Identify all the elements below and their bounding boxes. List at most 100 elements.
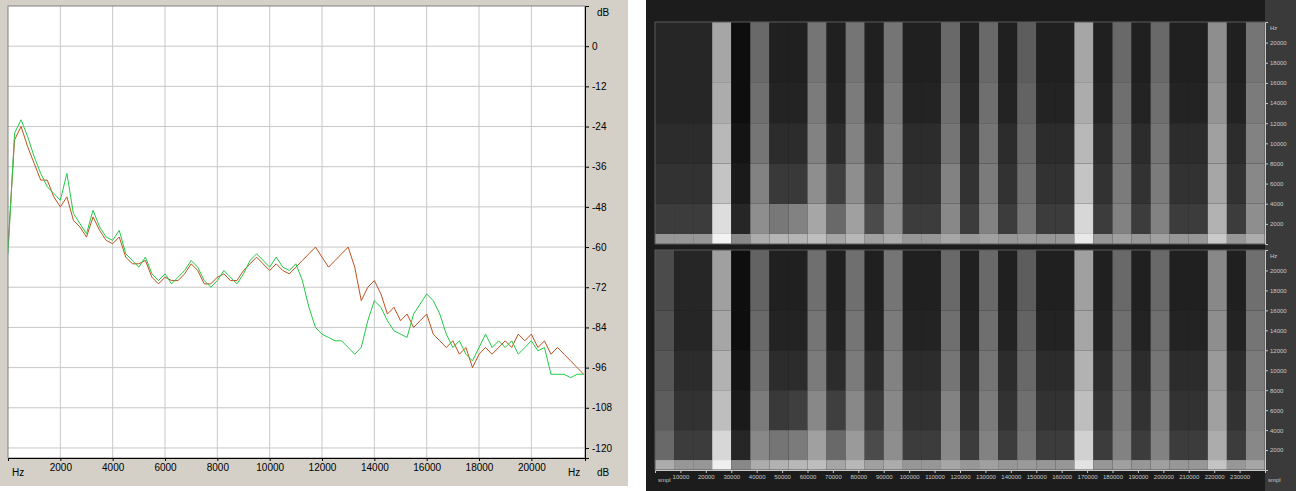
x-axis-tick-label: 8000 bbox=[207, 462, 230, 473]
heatmap-cell bbox=[827, 83, 846, 123]
heatmap-cell bbox=[1055, 22, 1074, 83]
heatmap-cell bbox=[788, 163, 807, 203]
heatmap-cell bbox=[1017, 430, 1036, 460]
x-axis-tick-label: 6000 bbox=[154, 462, 177, 473]
grid-line-x bbox=[531, 6, 532, 458]
y-axis-tick: 10000 bbox=[1265, 141, 1287, 147]
x-axis-tick: 180000 bbox=[1103, 470, 1124, 480]
heatmap-cell bbox=[788, 310, 807, 350]
heatmap-cell bbox=[731, 460, 750, 470]
spectrogram-background bbox=[646, 0, 1296, 491]
y-axis-tick: 18000 bbox=[1265, 60, 1287, 66]
y-axis-tick-mark bbox=[1265, 43, 1268, 44]
heatmap-cell bbox=[1036, 83, 1055, 123]
x-axis-tick: 40000 bbox=[749, 470, 766, 480]
heatmap-cell bbox=[788, 250, 807, 310]
y-axis-tick-mark bbox=[1265, 370, 1268, 371]
y-axis-tick: 4000 bbox=[1265, 201, 1284, 207]
heatmap-cell bbox=[1113, 83, 1132, 123]
heatmap-cell bbox=[788, 83, 807, 123]
heatmap-cell bbox=[979, 123, 998, 163]
x-axis-tick-mark bbox=[374, 458, 375, 461]
y-axis-tick: 10000 bbox=[1265, 368, 1287, 374]
heatmap-cell bbox=[1227, 390, 1246, 430]
heatmap-cell bbox=[922, 163, 941, 203]
heatmap-cell bbox=[808, 350, 827, 390]
y-axis-tick-mark bbox=[585, 368, 589, 369]
heatmap-cell bbox=[1036, 310, 1055, 350]
heatmap-cell bbox=[1055, 430, 1074, 460]
y-axis-tick: 2000 bbox=[1265, 447, 1284, 453]
heatmap-cell bbox=[884, 204, 903, 234]
heatmap-cell bbox=[1074, 390, 1093, 430]
x-axis-tick: 210000 bbox=[1179, 470, 1200, 480]
heatmap-cell bbox=[865, 123, 884, 163]
x-axis-tick-label: 190000 bbox=[1128, 474, 1149, 480]
x-axis-tick-label: 12000 bbox=[309, 462, 337, 473]
heatmap-cell bbox=[903, 83, 922, 123]
heatmap-cell bbox=[1132, 430, 1151, 460]
heatmap-cell bbox=[1151, 83, 1170, 123]
heatmap-cell bbox=[979, 163, 998, 203]
heatmap-cell bbox=[674, 350, 693, 390]
heatmap-cell bbox=[960, 430, 979, 460]
x-axis-tick-label: 140000 bbox=[1001, 474, 1022, 480]
x-axis-tick: 200000 bbox=[1154, 470, 1175, 480]
heatmap-cell bbox=[960, 163, 979, 203]
spectrogram-panel: 2000400060008000100001200014000160001800… bbox=[646, 0, 1296, 491]
heatmap-cell bbox=[960, 460, 979, 470]
y-axis-tick-label: -84 bbox=[592, 322, 607, 333]
y-axis-tick-label: -36 bbox=[592, 161, 607, 172]
heatmap-cell bbox=[1151, 430, 1170, 460]
heatmap-cell bbox=[655, 234, 674, 244]
heatmap-cell bbox=[750, 22, 769, 83]
x-axis-tick: 160000 bbox=[1052, 470, 1073, 480]
heatmap-cell bbox=[750, 163, 769, 203]
y-axis-tick-mark bbox=[585, 448, 589, 449]
x-axis-tick-mark bbox=[1138, 470, 1139, 473]
heatmap-cell bbox=[1074, 250, 1093, 310]
heatmap-cell bbox=[1170, 460, 1189, 470]
heatmap-cell bbox=[884, 123, 903, 163]
heatmap-cell bbox=[1227, 234, 1246, 244]
heatmap-cell bbox=[903, 123, 922, 163]
x-axis-tick-label: 160000 bbox=[1052, 474, 1073, 480]
y-axis-tick: 6000 bbox=[1265, 408, 1284, 414]
x-axis-tick: 150000 bbox=[1027, 470, 1048, 480]
heatmap-cell bbox=[808, 250, 827, 310]
y-axis-tick: 2000 bbox=[1265, 221, 1284, 227]
y-axis-tick-label: 14000 bbox=[1270, 100, 1287, 106]
heatmap-cell bbox=[1227, 250, 1246, 310]
x-axis-tick: 80000 bbox=[850, 470, 867, 480]
heatmap-cell bbox=[998, 204, 1017, 234]
heatmap-cell bbox=[1189, 250, 1208, 310]
heatmap-cell bbox=[1074, 234, 1093, 244]
heatmap-cell bbox=[998, 22, 1017, 83]
x-axis-line bbox=[9, 459, 586, 462]
heatmap-cell bbox=[731, 163, 750, 203]
heatmap-cell bbox=[769, 460, 788, 470]
heatmap-cell bbox=[808, 460, 827, 470]
heatmap-cell bbox=[1132, 310, 1151, 350]
heatmap-cell bbox=[655, 310, 674, 350]
heatmap-cell bbox=[903, 22, 922, 83]
heatmap-cell bbox=[884, 163, 903, 203]
x-axis-tick-label: 220000 bbox=[1205, 474, 1226, 480]
heatmap-cell bbox=[1055, 350, 1074, 390]
x-axis-tick: 50000 bbox=[774, 470, 791, 480]
heatmap-cell bbox=[827, 204, 846, 234]
heatmap-cell bbox=[998, 390, 1017, 430]
heatmap-cell bbox=[731, 234, 750, 244]
heatmap-cell bbox=[693, 83, 712, 123]
y-axis-tick: -60 bbox=[585, 242, 607, 253]
heatmap-cell bbox=[769, 163, 788, 203]
heatmap-cell bbox=[1208, 83, 1227, 123]
heatmap-cell bbox=[960, 123, 979, 163]
x-axis-tick: 8000 bbox=[207, 458, 230, 473]
heatmap-cell bbox=[712, 460, 731, 470]
y-axis-tick-mark bbox=[1265, 310, 1268, 311]
x-axis-tick-mark bbox=[165, 458, 166, 461]
heatmap-cell bbox=[1074, 163, 1093, 203]
y-axis-line bbox=[1266, 251, 1269, 471]
heatmap-cell bbox=[941, 250, 960, 310]
